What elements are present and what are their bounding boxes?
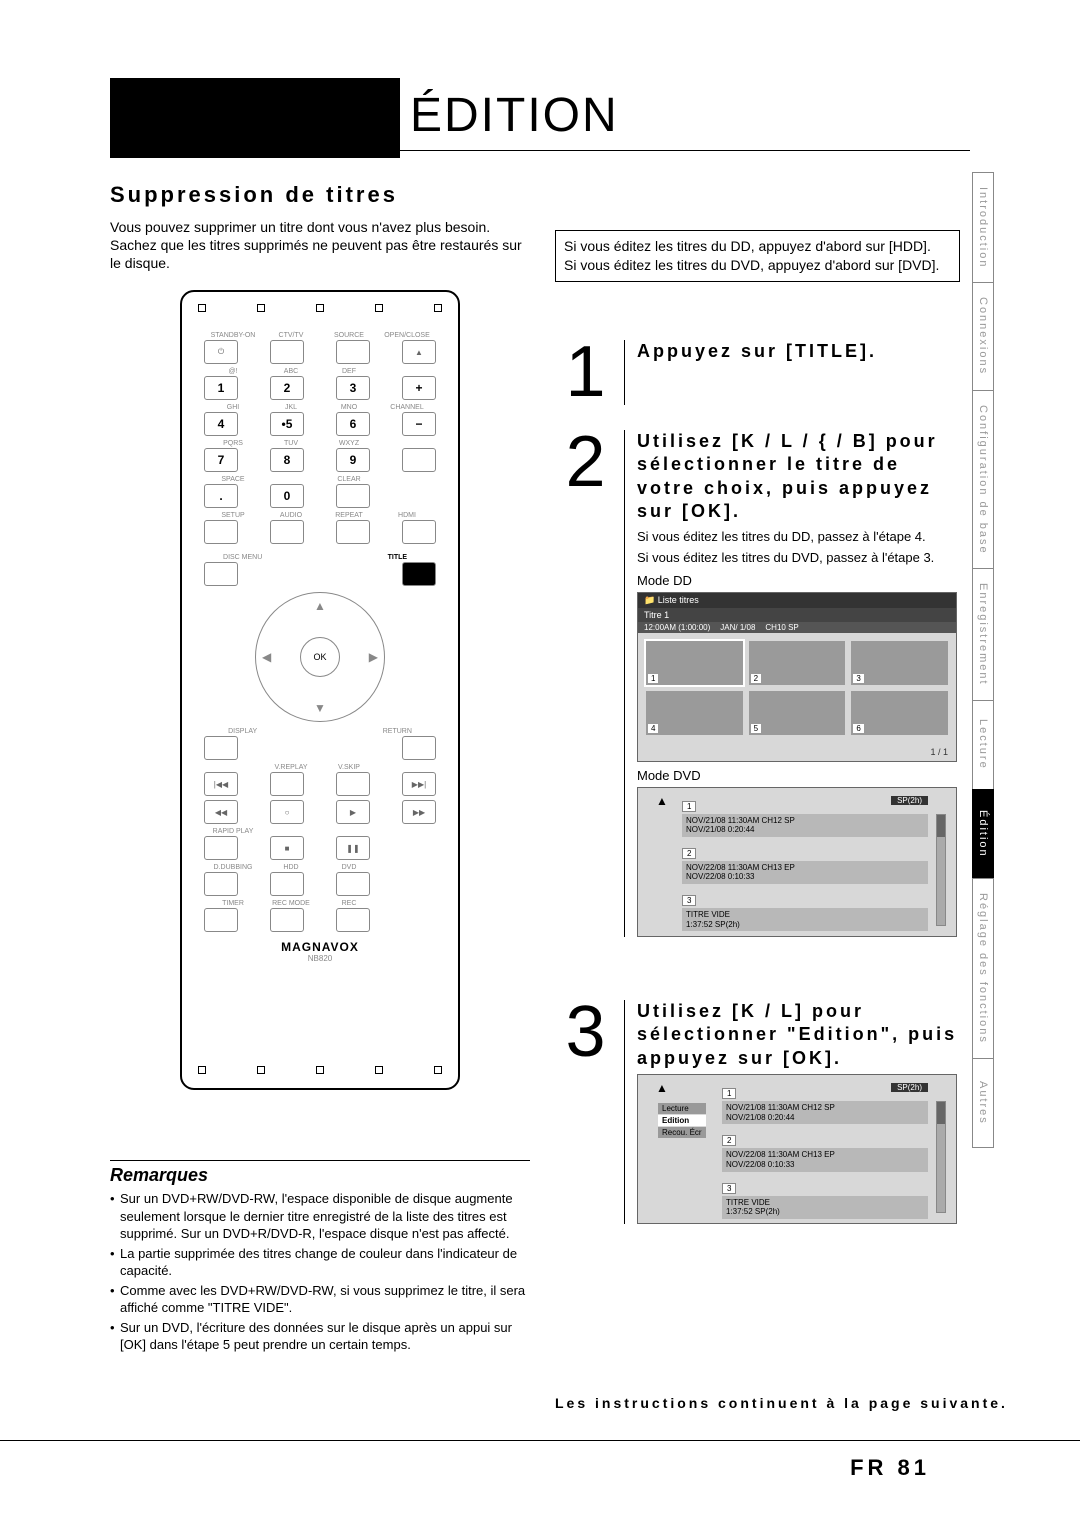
side-tabs: Introduction Connexions Configuration de… bbox=[972, 172, 1030, 1147]
intro-text: Vous pouvez supprimer un titre dont vous… bbox=[110, 218, 530, 273]
note-line: Si vous éditez les titres du DD, appuyez… bbox=[564, 237, 951, 256]
note-box: Si vous éditez les titres du DD, appuyez… bbox=[555, 230, 960, 282]
remote-image: STANDBY-ONCTV/TVSOURCEOPEN/CLOSE ⏻▲ @!AB… bbox=[180, 290, 460, 1090]
tab-configuration: Configuration de base bbox=[972, 390, 994, 570]
remote-brand: MAGNAVOX bbox=[204, 940, 436, 954]
header-bar: ÉDITION bbox=[110, 78, 970, 158]
tab-enregistrement: Enregistrement bbox=[972, 568, 994, 701]
section-subtitle: Suppression de titres bbox=[110, 182, 398, 208]
continuation-note: Les instructions continuent à la page su… bbox=[555, 1395, 1008, 1411]
header-rule bbox=[400, 150, 970, 151]
step-1: 1 Appuyez sur [TITLE]. bbox=[555, 340, 960, 405]
note-line: Si vous éditez les titres du DVD, appuye… bbox=[564, 256, 951, 275]
dd-screenshot: 📁 Liste titres Titre 1 12:00AM (1:00:00)… bbox=[637, 592, 957, 762]
tab-connexions: Connexions bbox=[972, 282, 994, 390]
header-black bbox=[110, 78, 400, 158]
tab-edition: Édition bbox=[972, 789, 994, 879]
dvd-edit-screenshot: ▲ Lecture Edition Recou. Écr 1SP(2h)NOV/… bbox=[637, 1074, 957, 1224]
footer: FR 81 bbox=[0, 1440, 1080, 1441]
tab-lecture: Lecture bbox=[972, 700, 994, 790]
step-3: 3 Utilisez [K / L] pour sélectionner "Ed… bbox=[555, 1000, 960, 1224]
tab-introduction: Introduction bbox=[972, 172, 994, 283]
dvd-screenshot: ▲ 1SP(2h)NOV/21/08 11:30AM CH12 SPNOV/21… bbox=[637, 787, 957, 937]
tab-reglage: Réglage des fonctions bbox=[972, 878, 994, 1059]
step-2: 2 Utilisez [K / L / { / B] pour sélectio… bbox=[555, 430, 960, 937]
dpad: ▲▼◀▶ OK bbox=[255, 592, 385, 722]
page-title: ÉDITION bbox=[410, 88, 619, 143]
remarques: Remarques Sur un DVD+RW/DVD-RW, l'espace… bbox=[110, 1160, 530, 1356]
tab-autres: Autres bbox=[972, 1058, 994, 1148]
